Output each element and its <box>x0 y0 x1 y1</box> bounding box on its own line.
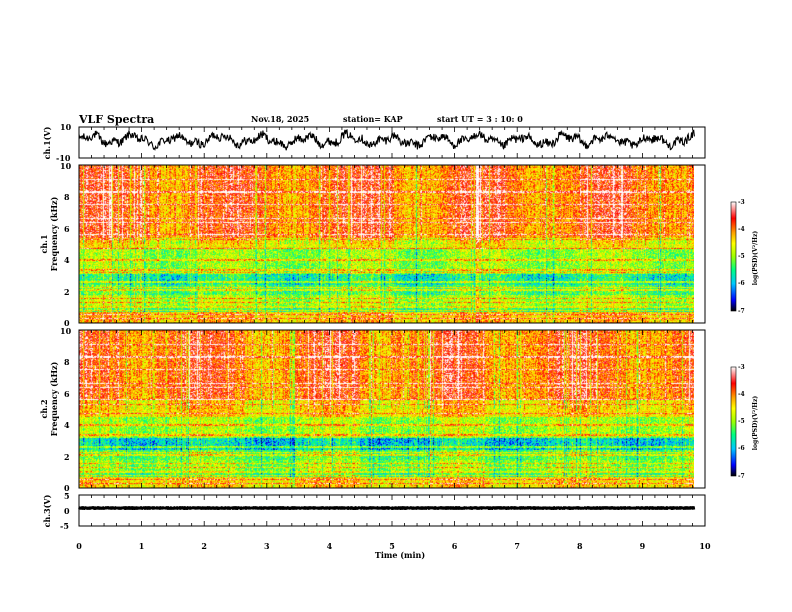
ch1-colorbar: -3 -4 -5 -6 -7 log(PSD)(V²/Hz) <box>730 199 759 315</box>
ch2-ytick-4: 4 <box>64 420 70 430</box>
x-tick-label-0: 0 <box>76 541 82 551</box>
ch2-ytick-6: 6 <box>64 389 70 399</box>
x-tick-labels: 0 1 2 3 4 5 6 7 8 9 10 <box>76 541 711 551</box>
ch1-ytick-4: 4 <box>64 255 70 265</box>
ch2-ytick-8: 8 <box>64 357 70 367</box>
ch2-cb-tick-4: -7 <box>738 473 745 480</box>
x-tick-label-1: 1 <box>139 541 145 551</box>
chart-title: VLF Spectra <box>78 113 154 126</box>
ch2-cb-tick-2: -5 <box>738 418 745 425</box>
ch3-ytick-bottom: -5 <box>60 521 69 531</box>
ch2-ytick-10: 10 <box>60 326 72 336</box>
station-label: station= KAP <box>343 114 403 124</box>
ch2-cb-tick-3: -6 <box>738 445 745 452</box>
ch2-colorbar: -3 -4 -5 -6 -7 log(PSD)(V²/Hz) <box>730 364 759 480</box>
ch3-waveform-panel: 5 0 -5 ch.3(V) <box>42 491 706 531</box>
ch3-waveform-ylabel: ch.3(V) <box>42 494 52 527</box>
ch1-waveform-ticks <box>78 127 706 158</box>
x-axis-label: Time (min) <box>375 550 425 560</box>
ch3-ytick-mid: 0 <box>64 506 70 516</box>
start-ut-label: start UT = 3 : 10: 0 <box>437 114 523 124</box>
x-tick-label-5: 5 <box>389 541 395 551</box>
ch1-cb-tick-1: -4 <box>738 226 745 233</box>
ch1-spectrogram-image <box>79 165 694 323</box>
ch1-colorbar-label: log(PSD)(V²/Hz) <box>752 231 759 286</box>
ch2-colorbar-scale <box>731 367 736 476</box>
ch1-ytick-0: 0 <box>64 318 70 328</box>
ch2-colorbar-label: log(PSD)(V²/Hz) <box>752 396 759 451</box>
ch2-colorbar-frame <box>730 366 737 477</box>
ch1-colorbar-scale <box>731 202 736 311</box>
ch1-waveform-line <box>78 128 695 151</box>
ch3-waveform-line <box>78 506 696 511</box>
ch2-spectrogram-panel: 0 2 4 6 8 10 ch.2 Frequency (kHz) <box>39 326 706 493</box>
ch1-spectrogram-ylabel: Frequency (kHz) <box>49 196 59 271</box>
ch1-cb-tick-2: -5 <box>738 253 745 260</box>
date-label: Nov.18, 2025 <box>251 114 309 124</box>
ch1-ytick-6: 6 <box>64 224 70 234</box>
ch1-ytick-8: 8 <box>64 192 70 202</box>
ch1-spectrogram-ticks <box>78 165 706 323</box>
ch1-spectrogram-panel: 0 2 4 6 8 10 ch.1 Frequency (kHz) <box>39 161 706 328</box>
ch1-cb-tick-3: -6 <box>738 280 745 287</box>
x-tick-label-2: 2 <box>201 541 207 551</box>
ch2-spectrogram-yticks: 0 2 4 6 8 10 <box>60 326 72 493</box>
ch2-spectrogram-ylabel: Frequency (kHz) <box>49 361 59 436</box>
x-tick-label-8: 8 <box>577 541 583 551</box>
ch2-ytick-0: 0 <box>64 483 70 493</box>
x-tick-label-4: 4 <box>327 541 333 551</box>
ch2-spectrogram-ylabel-channel: ch.2 <box>39 399 49 418</box>
ch1-cb-tick-0: -3 <box>738 199 745 206</box>
x-tick-label-7: 7 <box>514 541 520 551</box>
ch1-ytick-10: 10 <box>60 161 72 171</box>
x-tick-label-9: 9 <box>640 541 646 551</box>
ch1-spectrogram-yticks: 0 2 4 6 8 10 <box>60 161 72 328</box>
x-tick-label-6: 6 <box>452 541 458 551</box>
ch1-colorbar-frame <box>730 201 737 312</box>
ch1-ytick-2: 2 <box>64 287 70 297</box>
ch2-cb-tick-1: -4 <box>738 391 745 398</box>
ch1-cb-tick-4: -7 <box>738 308 745 315</box>
ch1-ytick-top: 10 <box>60 122 72 132</box>
ch1-waveform-panel: 10 -10 ch.1(V) <box>42 122 706 163</box>
ch2-cb-tick-0: -3 <box>738 364 745 371</box>
ch1-spectrogram-ylabel-channel: ch.1 <box>39 234 49 253</box>
x-tick-label-10: 10 <box>699 541 711 551</box>
ch3-ytick-top: 5 <box>64 491 70 501</box>
ch1-waveform-ylabel: ch.1(V) <box>42 126 52 159</box>
x-tick-label-3: 3 <box>264 541 270 551</box>
ch1-ytick-bottom: -10 <box>56 153 71 163</box>
ch2-spectrogram-image <box>79 330 694 488</box>
ch3-waveform-ticks <box>78 495 706 526</box>
ch2-ytick-2: 2 <box>64 452 70 462</box>
ch2-spectrogram-ticks <box>78 330 706 488</box>
